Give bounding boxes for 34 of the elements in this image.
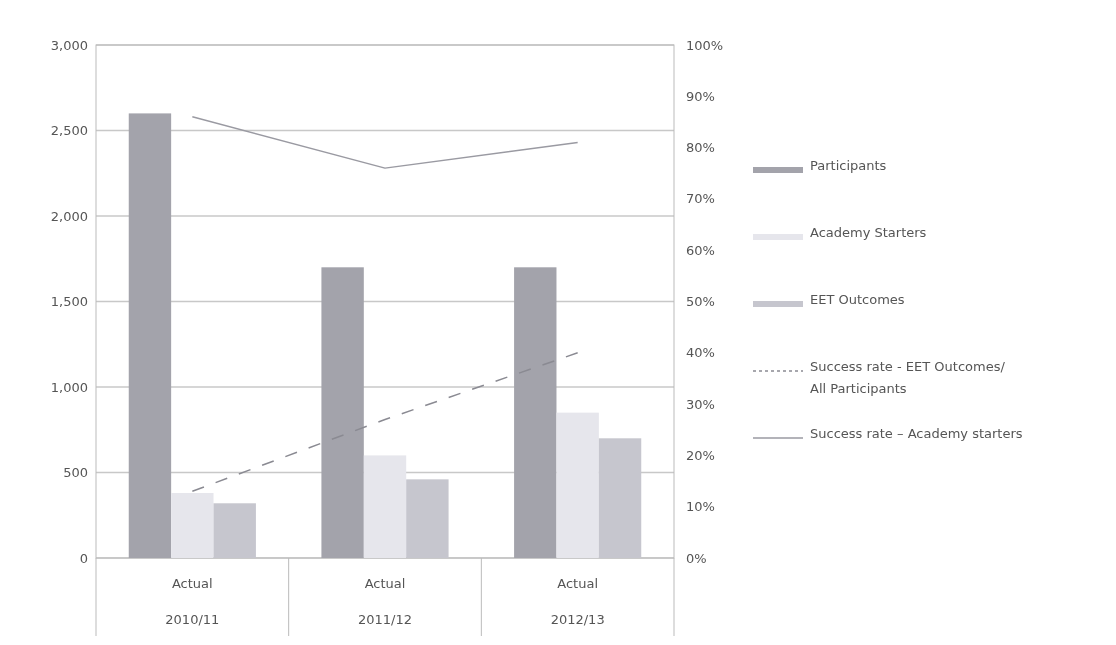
y2-tick-label: 0% — [686, 550, 707, 566]
y2-tick-label: 50% — [686, 294, 715, 310]
y2-tick-label: 100% — [686, 37, 724, 53]
category-label: Actual 2012/13 — [550, 576, 605, 627]
y-tick-label: 2,500 — [50, 123, 88, 139]
y2-tick-label: 80% — [686, 140, 715, 156]
legend-label: Participants — [810, 158, 887, 173]
y2-tick-label: 20% — [686, 447, 715, 463]
category-label: Actual 2010/11 — [165, 576, 220, 627]
y2-tick-label: 10% — [686, 499, 715, 515]
bar — [556, 412, 599, 558]
bar — [363, 455, 407, 558]
bar — [514, 267, 557, 558]
y2-tick-label: 60% — [686, 242, 715, 258]
y2-tick-label: 30% — [686, 396, 715, 412]
legend-label: Success rate – Academy starters — [810, 426, 1023, 441]
legend-label: Academy Starters — [810, 225, 927, 240]
bar — [213, 503, 256, 558]
y-tick-label: 3,000 — [50, 37, 88, 53]
legend-label: EET Outcomes — [810, 292, 905, 307]
legend-label: Success rate - EET Outcomes/ All Participants — [810, 359, 1009, 396]
y2-tick-label: 40% — [686, 345, 715, 361]
category-label: Actual 2011/12 — [357, 576, 413, 627]
bar — [321, 267, 364, 558]
y-tick-label: 1,500 — [50, 294, 88, 310]
y2-tick-label: 90% — [686, 88, 715, 104]
bar — [406, 479, 449, 558]
bar — [128, 113, 172, 558]
y2-tick-label: 70% — [686, 191, 715, 207]
y-tick-label: 0 — [79, 550, 88, 566]
y-tick-label: 2,000 — [50, 208, 88, 224]
bar — [171, 493, 214, 558]
y-tick-label: 500 — [63, 465, 88, 481]
y-tick-label: 1,000 — [50, 379, 88, 395]
